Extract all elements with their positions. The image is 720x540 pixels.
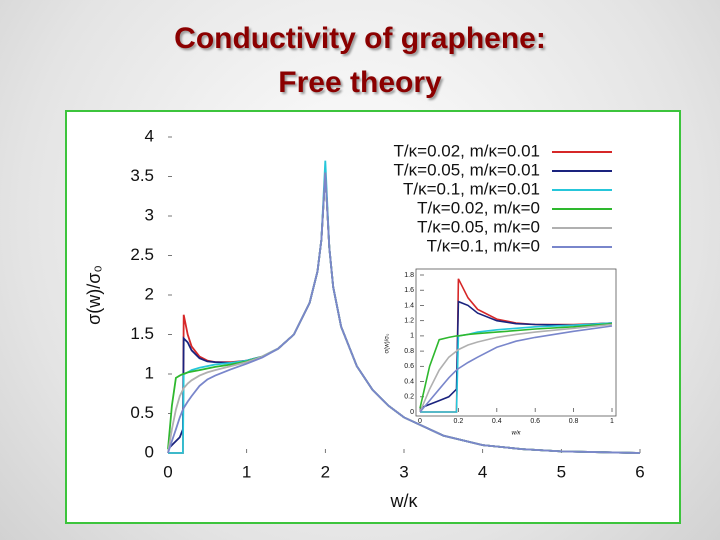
y-axis-label: σ(w)/σ₀ [84, 265, 104, 325]
y-tick-label: 1.5 [130, 324, 154, 343]
x-tick-label: 0 [163, 462, 172, 481]
x-tick-label: 4 [478, 462, 487, 481]
y-tick-label: 0 [145, 442, 154, 461]
legend-label: T/κ=0.05, m/κ=0 [417, 217, 540, 236]
series-line [419, 322, 613, 409]
legend-label: T/κ=0.05, m/κ=0.01 [394, 160, 540, 179]
x-tick-label: 0.2 [454, 418, 464, 425]
y-tick-label: 0 [410, 409, 414, 416]
y-tick-label: 0.4 [404, 378, 414, 385]
x-axis-label: w/κ [512, 431, 522, 437]
x-axis-label: w/κ [390, 491, 419, 511]
y-tick-label: 2 [145, 284, 154, 303]
x-tick-label: 3 [399, 462, 408, 481]
x-tick-label: 0 [418, 418, 422, 425]
x-tick-label: 1 [242, 462, 251, 481]
y-tick-label: 0.2 [404, 394, 414, 401]
y-tick-label: 1.6 [404, 287, 414, 294]
x-tick-label: 5 [557, 462, 566, 481]
x-tick-label: 2 [321, 462, 330, 481]
series-line [419, 323, 613, 413]
y-tick-label: 0.6 [404, 363, 414, 370]
series-line [167, 172, 641, 454]
x-tick-label: 6 [635, 462, 644, 481]
inset-background [415, 268, 617, 417]
x-tick-label: 1 [610, 418, 614, 425]
slide-subtitle: Free theory [278, 66, 442, 99]
legend-label: T/κ=0.02, m/κ=0 [417, 198, 540, 217]
series-line [419, 325, 613, 413]
y-tick-label: 1.8 [404, 272, 414, 279]
x-tick-label: 0.8 [569, 418, 579, 425]
y-tick-label: 2.5 [130, 245, 154, 264]
legend-label: T/κ=0.02, m/κ=0.01 [394, 141, 540, 160]
y-tick-label: 1.2 [404, 318, 414, 325]
y-tick-label: 3 [145, 205, 154, 224]
y-tick-label: 1.4 [404, 302, 414, 309]
legend-label: T/κ=0.1, m/κ=0 [427, 236, 540, 255]
y-tick-label: 1 [410, 333, 414, 340]
legend-label: T/κ=0.1, m/κ=0.01 [403, 179, 540, 198]
series-line [419, 300, 613, 409]
y-tick-label: 0.8 [404, 348, 414, 355]
y-tick-label: 1 [145, 363, 154, 382]
x-tick-label: 0.6 [530, 418, 540, 425]
y-tick-label: 0.5 [130, 403, 154, 422]
y-tick-label: 3.5 [130, 166, 154, 185]
slide-title: Conductivity of graphene: [174, 22, 546, 55]
y-tick-label: 4 [145, 126, 154, 145]
y-axis-label: σ(w)/σ₀ [385, 333, 391, 353]
x-tick-label: 0.4 [492, 418, 502, 425]
